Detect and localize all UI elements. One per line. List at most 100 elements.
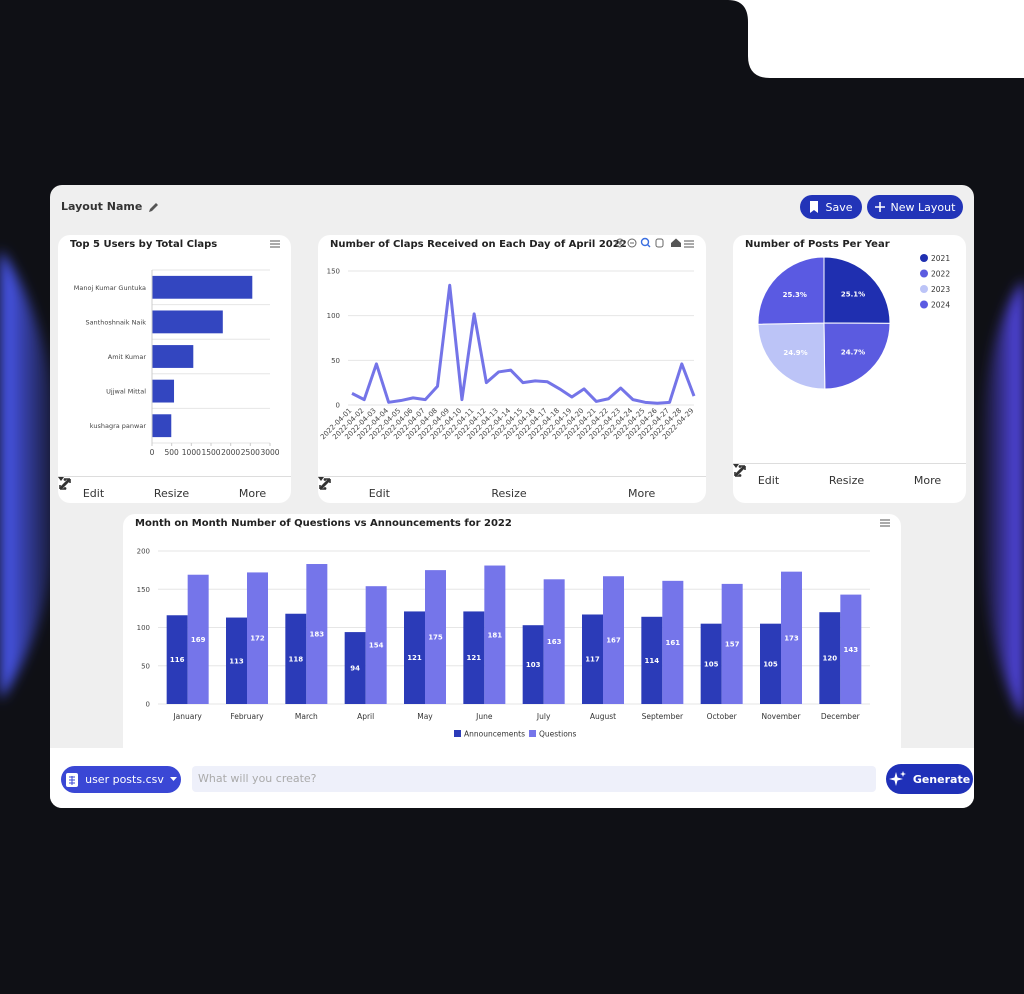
y-tick-label: Manoj Kumar Guntuka (74, 284, 146, 292)
legend-label: Questions (539, 730, 577, 739)
caret (318, 477, 324, 481)
value-label: 172 (250, 635, 265, 643)
bar (484, 565, 506, 704)
bar (819, 612, 841, 704)
pie-slice (823, 256, 891, 324)
x-tick-label: 1500 (201, 448, 220, 457)
y-tick-label: 50 (141, 662, 150, 670)
x-tick-label: 0 (150, 448, 155, 457)
x-tick-label: April (357, 712, 374, 721)
y-tick-label: 150 (327, 268, 340, 276)
edit-label: Edit (757, 474, 780, 487)
bar (700, 623, 722, 704)
edit-action[interactable]: Edit (320, 479, 390, 500)
edit-action[interactable]: Edit (60, 479, 104, 500)
more-icon (738, 465, 742, 477)
x-tick-label: December (821, 712, 861, 721)
caret (733, 464, 739, 468)
pencil-icon[interactable] (148, 201, 160, 213)
slice-label: 24.9% (783, 349, 807, 357)
legend-label: Announcements (464, 730, 525, 739)
y-tick-label: kushagra panwar (90, 422, 147, 430)
y-tick-label: 150 (137, 586, 150, 594)
value-label: 105 (763, 660, 778, 668)
chart: Number of Claps Received on Each Day of … (319, 237, 695, 441)
x-tick-label: September (642, 712, 684, 721)
chart-title: Number of Claps Received on Each Day of … (330, 239, 627, 250)
legend-marker (454, 730, 461, 737)
more-action[interactable]: More (63, 478, 266, 500)
value-label: 167 (606, 637, 621, 645)
x-tick-label: 1000 (182, 448, 201, 457)
more-label: More (628, 487, 656, 500)
value-label: 117 (585, 656, 600, 664)
bar (152, 379, 175, 403)
x-tick-label: 2000 (221, 448, 240, 457)
legend-marker (529, 730, 536, 737)
bar (344, 632, 366, 704)
caret (169, 777, 177, 781)
value-label: 116 (170, 656, 185, 664)
x-tick-label: June (475, 712, 493, 721)
more-action[interactable]: More (738, 465, 942, 487)
resize-action[interactable]: Resize (318, 477, 527, 500)
new-layout-button[interactable]: New Layout (867, 195, 963, 219)
bar (463, 611, 485, 704)
card-actions: Edit Resize More (318, 476, 706, 503)
bar (166, 615, 188, 704)
x-tick-label: 500 (165, 448, 180, 457)
y-tick-label: Santhoshnaik Naik (85, 318, 146, 326)
bar (760, 623, 781, 704)
chart-title: Top 5 Users by Total Claps (70, 239, 217, 250)
value-label: 181 (488, 631, 503, 639)
bookmark-icon (810, 201, 819, 213)
bar (152, 345, 194, 368)
x-tick-label: November (761, 712, 801, 721)
bar (152, 414, 172, 438)
resize-label: Resize (491, 487, 527, 500)
bar (404, 611, 425, 704)
resize-action[interactable]: Resize (733, 464, 864, 487)
y-tick-label: 50 (331, 357, 340, 365)
value-label: 157 (725, 640, 740, 648)
card-posts-pie: Number of Posts Per Year 25.1% 2021 24.7% 20… (733, 235, 966, 503)
x-tick-label: 3000 (260, 448, 279, 457)
layout-panel: Layout Name Save New Layout Top 5 Users … (50, 185, 974, 808)
legend-marker (920, 300, 928, 309)
card-monthly-bar: Month on Month Number of Questions vs An… (123, 514, 901, 754)
bar (543, 579, 565, 704)
value-label: 114 (645, 657, 660, 665)
edit-label: Edit (368, 487, 390, 500)
save-button[interactable]: Save (800, 195, 862, 219)
prompt-input[interactable]: What will you create? (192, 766, 876, 792)
resize-action[interactable]: Resize (58, 477, 189, 500)
value-label: 121 (467, 654, 482, 662)
more-label: More (913, 474, 942, 487)
legend-marker (920, 269, 928, 278)
zoom-icon (640, 237, 650, 247)
y-tick-label: 0 (336, 402, 340, 410)
legend-marker (920, 254, 928, 262)
bar (641, 616, 663, 704)
bar (152, 275, 253, 299)
bar (365, 586, 387, 704)
file-selector[interactable]: user posts.csv (61, 766, 181, 793)
sparkle-icon (888, 771, 906, 786)
chart: Top 5 Users by Total Claps Manoj Kumar Gu… (70, 239, 280, 457)
edit-action[interactable]: Edit (735, 466, 780, 487)
value-label: 163 (547, 638, 562, 646)
plus-icon (874, 202, 885, 212)
value-label: 105 (704, 660, 719, 668)
bar (306, 564, 328, 704)
pan-icon (655, 238, 664, 248)
more-action[interactable]: More (323, 478, 656, 500)
layout-header: Layout Name (61, 200, 160, 213)
prompt-bar: user posts.csv What will you create? Gen… (50, 748, 974, 808)
x-tick-label: October (707, 712, 738, 721)
generate-button[interactable]: Generate (886, 764, 973, 794)
bar (603, 576, 624, 704)
file-icon (66, 772, 79, 787)
card-claps-line: Number of Claps Received on Each Day of … (318, 235, 706, 503)
card-actions: Edit Resize More (733, 463, 966, 497)
value-label: 94 (350, 665, 360, 673)
